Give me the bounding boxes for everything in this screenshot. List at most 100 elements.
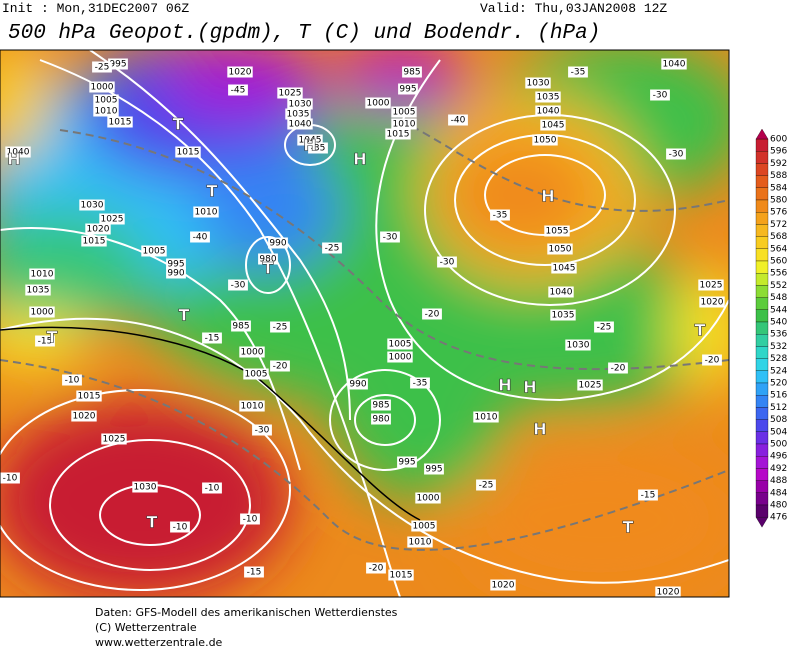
contour-label: -30 — [383, 233, 398, 243]
colorbar-swatch — [755, 138, 769, 152]
colorbar-label: 544 — [770, 305, 787, 315]
colorbar-swatch — [755, 175, 769, 188]
label-box — [397, 456, 417, 468]
contour-label: -15 — [205, 334, 220, 344]
contour-label: 1050 — [549, 245, 572, 255]
footer-copyright: (C) Wetterzentrale — [95, 621, 197, 634]
colorbar-swatch — [755, 199, 769, 213]
label-box — [388, 569, 414, 581]
contour-label: 1035 — [537, 93, 560, 103]
pressure-center-label: T — [207, 182, 218, 201]
label-box — [407, 536, 433, 548]
contour-label: 1005 — [393, 108, 416, 118]
label-box — [190, 231, 210, 243]
contour-label: -35 — [571, 68, 586, 78]
colorbar-swatch — [755, 395, 769, 408]
colorbar-swatch — [755, 248, 769, 262]
label-box — [297, 134, 323, 146]
label-box — [170, 521, 190, 533]
contour-label: 1015 — [83, 237, 106, 247]
label-box — [270, 360, 290, 372]
label-box — [387, 351, 413, 363]
label-box — [661, 58, 687, 70]
contour-label: 1010 — [31, 270, 54, 280]
contour-label: -10 — [3, 474, 18, 484]
map-frame — [0, 49, 730, 598]
label-box — [568, 66, 588, 78]
label-box — [277, 87, 303, 99]
label-box — [287, 118, 313, 130]
contour-label: -40 — [193, 233, 208, 243]
contour-label: 980 — [259, 255, 276, 265]
label-box — [666, 148, 686, 160]
contour-label: 1040 — [663, 60, 686, 70]
contour-label: 1015 — [78, 392, 101, 402]
label-box — [227, 66, 253, 78]
label-box — [437, 256, 457, 268]
colorbar-label: 592 — [770, 159, 787, 169]
colorbar-label: 500 — [770, 440, 787, 450]
contour-label: -10 — [205, 484, 220, 494]
contour-label: 1015 — [390, 571, 413, 581]
label-box — [166, 267, 186, 279]
contour-label: 1000 — [417, 494, 440, 504]
label-box — [132, 481, 158, 493]
map-title: 500 hPa Geopot.(gpdm), T (C) und Bodendr… — [8, 22, 600, 45]
label-box — [228, 279, 248, 291]
contour-label: -30 — [669, 150, 684, 160]
colorbar-swatch — [755, 456, 769, 469]
label-box — [550, 309, 576, 321]
contour-label: 1040 — [7, 148, 30, 158]
contour-label: 995 — [399, 85, 416, 95]
colorbar-label: 536 — [770, 330, 787, 340]
label-box — [398, 83, 418, 95]
label-box — [99, 213, 125, 225]
label-box — [365, 97, 391, 109]
contour-label: 985 — [403, 68, 420, 78]
footer-url: www.wetterzentrale.de — [95, 636, 223, 648]
label-box — [702, 354, 722, 366]
label-box — [240, 513, 260, 525]
contour-label: 1055 — [546, 227, 569, 237]
label-box — [0, 472, 20, 484]
label-box — [638, 489, 658, 501]
label-box — [699, 296, 725, 308]
pressure-center-label: H — [7, 150, 20, 169]
colorbar-label: 564 — [770, 244, 787, 254]
valid-time: Valid: Thu,03JAN2008 12Z — [480, 1, 667, 16]
colorbar-swatch — [755, 309, 769, 323]
contour-label: 1030 — [527, 79, 550, 89]
label-box — [287, 98, 313, 110]
colorbar-label: 504 — [770, 427, 787, 437]
label-box — [268, 237, 288, 249]
colorbar-label: 556 — [770, 269, 787, 279]
label-box — [29, 268, 55, 280]
label-box — [166, 258, 186, 270]
label-box — [544, 225, 570, 237]
label-box — [655, 586, 681, 597]
label-box — [391, 118, 417, 130]
isotherms — [0, 119, 729, 551]
colorbar-swatch — [755, 151, 769, 164]
contour-label: -25 — [597, 323, 612, 333]
contour-label: 995 — [167, 260, 184, 270]
colorbar-swatch — [755, 370, 769, 384]
colorbar-swatch — [755, 504, 769, 518]
label-box — [62, 374, 82, 386]
label-box — [101, 433, 127, 445]
contour-label: 1020 — [492, 581, 515, 591]
label-box — [411, 520, 437, 532]
contour-label: 1025 — [700, 281, 723, 291]
contour-label: 1025 — [279, 89, 302, 99]
contour-label: 990 — [349, 380, 366, 390]
contour-label: 990 — [167, 269, 184, 279]
label-box — [228, 84, 248, 96]
contour-label: -20 — [369, 564, 384, 574]
contour-label: -35 — [311, 144, 326, 154]
label-box — [535, 105, 561, 117]
contour-label: -10 — [243, 515, 258, 525]
colorbar-label: 508 — [770, 415, 787, 425]
contour-label: 1000 — [367, 99, 390, 109]
contour-label: 1000 — [31, 308, 54, 318]
